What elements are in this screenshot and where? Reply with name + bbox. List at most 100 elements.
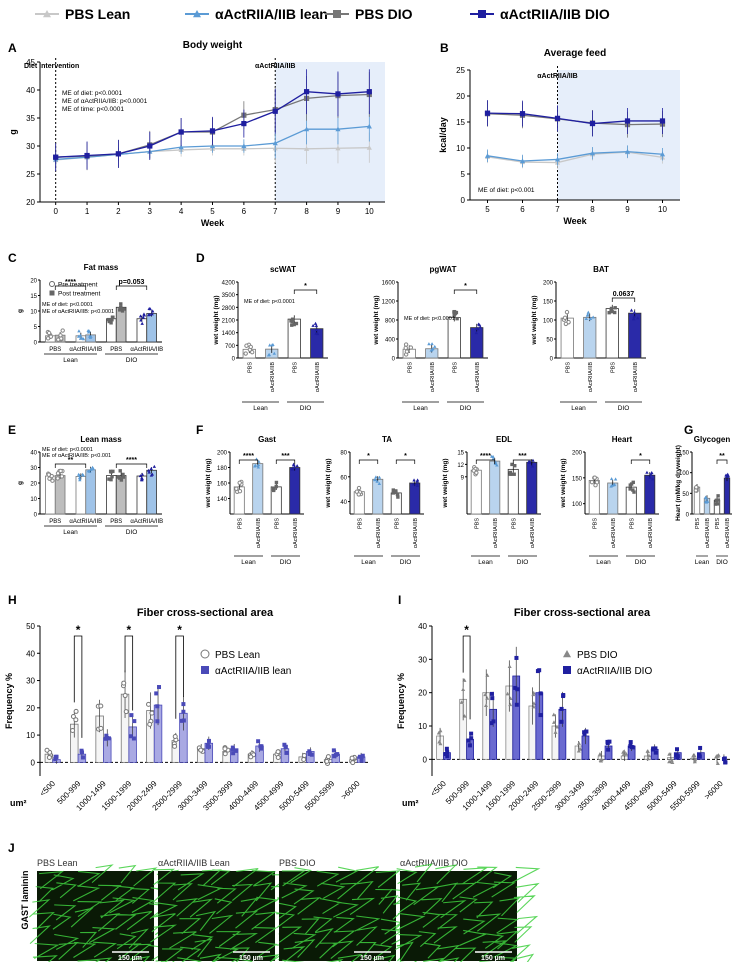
data-point [356, 492, 361, 497]
sig-bracket [238, 459, 259, 464]
data-point [106, 736, 111, 741]
data-point [140, 321, 144, 325]
bar [644, 474, 656, 515]
y-tick-label: 60 [340, 475, 347, 481]
scale-bar-label: 150 µm [481, 955, 505, 962]
data-point [122, 693, 128, 699]
category-label: PBS [610, 362, 616, 373]
y-axis-label: Frequency % [396, 673, 406, 729]
data-point [109, 470, 113, 474]
data-point [84, 152, 90, 159]
data-point [283, 745, 288, 750]
x-tick-label: 8 [304, 207, 309, 216]
legend-item: PBS DIO [325, 6, 413, 22]
y-tick-label: 40 [418, 622, 427, 631]
bar [723, 477, 731, 515]
category-label: <500 [38, 779, 57, 798]
data-point [118, 469, 122, 473]
data-point [272, 486, 276, 491]
y-tick-label: 0 [686, 513, 690, 519]
group-label: Lean [63, 357, 78, 364]
data-point [646, 756, 651, 761]
y-axis-label: Frequency % [4, 673, 14, 729]
data-point [366, 123, 372, 129]
y-tick-label: 0 [392, 357, 396, 363]
y-tick-label: 0 [423, 755, 428, 764]
data-point [155, 704, 160, 709]
data-point [237, 489, 243, 494]
category-label: αActRIIA/IIB [69, 519, 102, 525]
data-point [58, 333, 63, 338]
data-point [485, 673, 490, 677]
square-marker [478, 10, 486, 18]
micrograph-label: PBS DIO [279, 858, 316, 868]
y-tick-label: 100 [679, 471, 690, 477]
data-point [350, 760, 356, 766]
x-tick-label: 8 [590, 205, 595, 214]
data-point [47, 476, 52, 481]
data-point [139, 318, 143, 322]
legend-marker [201, 666, 209, 674]
y-tick-label: 200 [572, 451, 583, 457]
scale-bar-label: 150 µm [239, 955, 263, 962]
y-tick-label: 0 [550, 357, 554, 363]
y-tick-label: 150 [543, 300, 554, 306]
data-point [149, 710, 155, 716]
group-label: DIO [517, 559, 529, 566]
significance-label: *** [518, 453, 526, 460]
data-point [244, 343, 249, 348]
y-tick-label: 15 [30, 294, 37, 300]
data-point [391, 488, 395, 492]
data-point [508, 472, 512, 476]
data-point [715, 761, 720, 766]
panel-label-D: D [196, 251, 205, 265]
category-label: αActRIIA/IIB [413, 518, 419, 548]
data-point [147, 313, 151, 317]
data-point [233, 748, 238, 753]
data-point [632, 317, 636, 321]
y-tick-label: 400 [385, 338, 396, 344]
data-point [531, 701, 536, 705]
data-point [415, 483, 420, 488]
data-point [142, 313, 147, 317]
y-tick-label: 1600 [382, 281, 396, 287]
data-point [303, 126, 310, 132]
data-point [248, 344, 253, 350]
category-label: PBS [695, 518, 701, 529]
sig-bracket [54, 285, 87, 290]
legend-label: PBS DIO [577, 650, 618, 661]
bar-chart-F4: 100 150 200 Heart wet weight (mg) PBS αActRIIA… [560, 435, 659, 566]
data-point [395, 493, 400, 497]
data-point [181, 718, 186, 723]
data-point [475, 326, 479, 330]
sig-bracket [630, 459, 651, 464]
data-point [78, 336, 83, 340]
category-label: PBS [629, 518, 635, 529]
data-point [198, 747, 204, 753]
data-point [491, 454, 495, 459]
category-label: PBS [452, 362, 458, 373]
data-point [584, 729, 589, 734]
data-point [181, 709, 186, 714]
line-chart-B: 0 5 10 15 20 25 5 6 7 8 9 10 Week kcal/day Average fee… [438, 48, 680, 226]
data-point [433, 344, 437, 348]
data-point [149, 466, 153, 470]
data-point [667, 759, 672, 764]
data-point [147, 470, 151, 474]
data-point [292, 465, 297, 469]
data-point [667, 752, 672, 756]
data-point [628, 743, 633, 748]
data-point [349, 755, 355, 761]
data-point [586, 312, 590, 316]
data-point [466, 738, 471, 743]
legend-marker [563, 666, 571, 674]
data-point [408, 345, 414, 350]
data-point [651, 477, 655, 481]
bar-chart-E: 0 10 20 30 40 Lean mass g PBS αActRIIA/IIB PBS αAc… [17, 435, 163, 536]
y-tick-label: 5 [461, 170, 466, 179]
group-label: Lean [63, 529, 78, 536]
histogram-H: 0 10 20 30 40 50 Frequency % Fiber cross-sectio… [4, 607, 370, 812]
data-point [653, 750, 658, 755]
y-tick-label: 50 [546, 338, 553, 344]
